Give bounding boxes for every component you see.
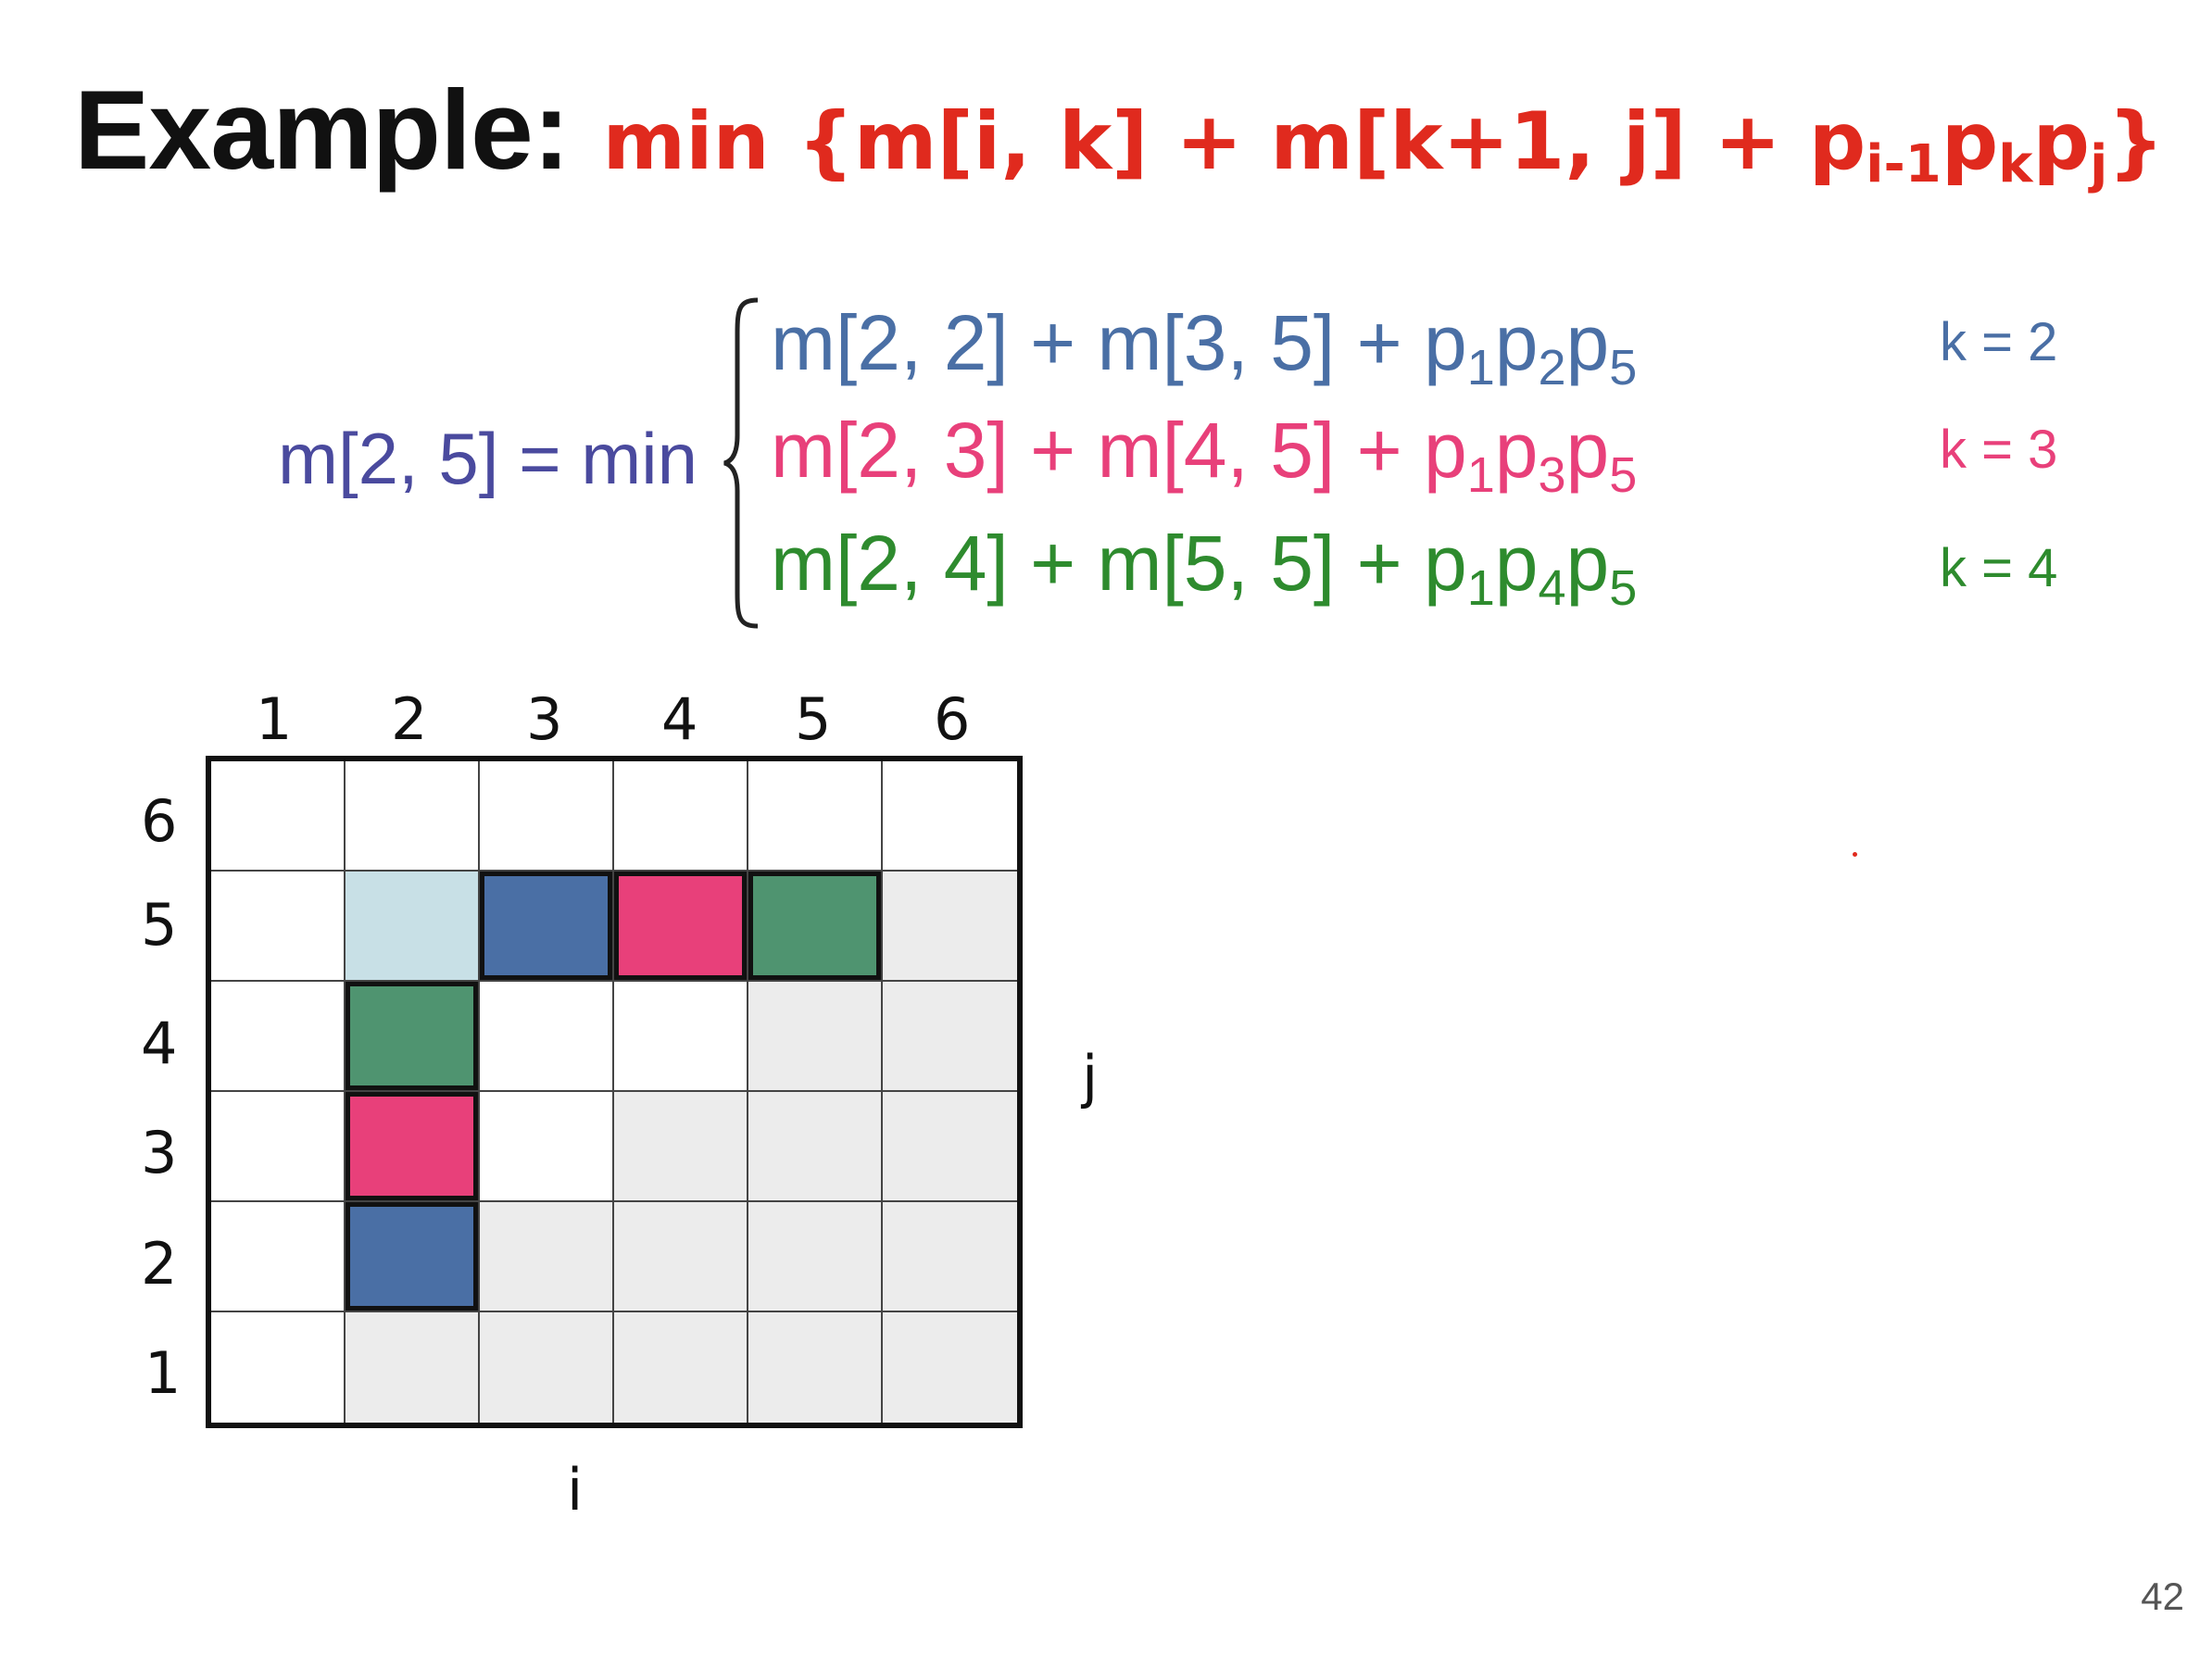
table-cell-i5-j1 <box>748 1312 883 1423</box>
table-cell-i2-j2 <box>346 1202 480 1312</box>
sub: 1 <box>1466 560 1495 616</box>
table-cell-i3-j5 <box>480 872 614 982</box>
table-cell-i4-j5 <box>614 872 748 982</box>
formula-close-brace: } <box>2107 95 2165 188</box>
table-cell-i3-j3 <box>480 1092 614 1202</box>
axis-label-j: j <box>1082 1043 1099 1110</box>
row-label-2: 2 <box>141 1230 178 1298</box>
table-cell-i5-j3 <box>748 1092 883 1202</box>
column-label-5: 5 <box>795 685 832 753</box>
sub: 1 <box>1466 340 1495 395</box>
table-cell-i2-j5 <box>346 872 480 982</box>
table-cell-i2-j4 <box>346 982 480 1092</box>
sub: 4 <box>1538 560 1566 616</box>
table-cell-i3-j6 <box>480 761 614 872</box>
slide-title: Example: min {m[i, k] + m[k+1, j] + pi-1p… <box>74 65 2165 194</box>
p-letter: p <box>1494 520 1539 607</box>
sub: 1 <box>1466 447 1495 503</box>
dp-table <box>206 756 1023 1428</box>
formula-p-k: p <box>1941 95 1999 188</box>
sub: 5 <box>1609 560 1638 616</box>
equation-lhs: m[2, 5] = min <box>278 418 698 499</box>
title-example-label: Example: <box>74 67 570 193</box>
table-cell-i6-j3 <box>883 1092 1017 1202</box>
curly-brace-icon <box>723 297 759 629</box>
formula-sub-i-1: i-1 <box>1866 134 1942 194</box>
table-cell-i1-j1 <box>211 1312 346 1423</box>
table-cell-i4-j3 <box>614 1092 748 1202</box>
table-cell-i6-j2 <box>883 1202 1017 1312</box>
p-letter: p <box>1565 520 1610 607</box>
row-label-3: 3 <box>141 1119 178 1186</box>
table-cell-i6-j6 <box>883 761 1017 872</box>
column-label-3: 3 <box>526 685 563 753</box>
k-label-3: k = 3 <box>1940 420 2058 480</box>
row-label-5: 5 <box>141 891 178 959</box>
equation-row-k4: m[2, 4] + m[5, 5] + p1p4p5 <box>771 519 1637 613</box>
table-cell-i4-j2 <box>614 1202 748 1312</box>
table-cell-i3-j2 <box>480 1202 614 1312</box>
table-cell-i4-j4 <box>614 982 748 1092</box>
row-label-4: 4 <box>141 1010 178 1077</box>
k-label-4: k = 4 <box>1940 538 2058 598</box>
table-cell-i5-j5 <box>748 872 883 982</box>
table-cell-i2-j6 <box>346 761 480 872</box>
dp-table-grid <box>206 756 1023 1428</box>
table-cell-i4-j1 <box>614 1312 748 1423</box>
column-label-2: 2 <box>391 685 428 753</box>
p-letter: p <box>1565 407 1610 494</box>
table-cell-i1-j5 <box>211 872 346 982</box>
formula-main-text: min {m[i, k] + m[k+1, j] + p <box>602 95 1866 188</box>
equation-row-text: m[2, 2] + m[3, 5] + p <box>771 299 1467 386</box>
table-cell-i1-j3 <box>211 1092 346 1202</box>
column-label-6: 6 <box>934 685 971 753</box>
equation-row-k2: m[2, 2] + m[3, 5] + p1p2p5 <box>771 298 1637 393</box>
table-cell-i5-j4 <box>748 982 883 1092</box>
formula-sub-k: k <box>1998 134 2033 194</box>
row-label-1: 1 <box>145 1339 182 1407</box>
table-cell-i4-j6 <box>614 761 748 872</box>
k-label-2: k = 2 <box>1940 312 2058 372</box>
p-letter: p <box>1494 299 1539 386</box>
table-cell-i6-j4 <box>883 982 1017 1092</box>
sub: 5 <box>1609 447 1638 503</box>
table-cell-i1-j6 <box>211 761 346 872</box>
table-cell-i1-j2 <box>211 1202 346 1312</box>
column-label-4: 4 <box>661 685 698 753</box>
table-cell-i2-j1 <box>346 1312 480 1423</box>
table-cell-i3-j1 <box>480 1312 614 1423</box>
p-letter: p <box>1494 407 1539 494</box>
table-cell-i5-j6 <box>748 761 883 872</box>
table-cell-i6-j5 <box>883 872 1017 982</box>
formula-p-j: p <box>2032 95 2091 188</box>
sub: 3 <box>1538 447 1566 503</box>
sub: 5 <box>1609 340 1638 395</box>
p-letter: p <box>1565 299 1610 386</box>
equation-row-text: m[2, 4] + m[5, 5] + p <box>771 520 1467 607</box>
table-cell-i2-j3 <box>346 1092 480 1202</box>
axis-label-i: i <box>567 1456 584 1524</box>
table-cell-i5-j2 <box>748 1202 883 1312</box>
page-number: 42 <box>2141 1574 2184 1618</box>
formula-sub-j: j <box>2090 134 2108 194</box>
table-cell-i1-j4 <box>211 982 346 1092</box>
column-label-1: 1 <box>256 685 293 753</box>
row-label-6: 6 <box>141 787 178 855</box>
title-recurrence-formula: min {m[i, k] + m[k+1, j] + pi-1pkpj} <box>602 95 2165 191</box>
sub: 2 <box>1538 340 1566 395</box>
equation-row-text: m[2, 3] + m[4, 5] + p <box>771 407 1467 494</box>
table-cell-i6-j1 <box>883 1312 1017 1423</box>
table-cell-i3-j4 <box>480 982 614 1092</box>
equation-row-k3: m[2, 3] + m[4, 5] + p1p3p5 <box>771 406 1637 500</box>
stray-dot <box>1853 852 1857 857</box>
